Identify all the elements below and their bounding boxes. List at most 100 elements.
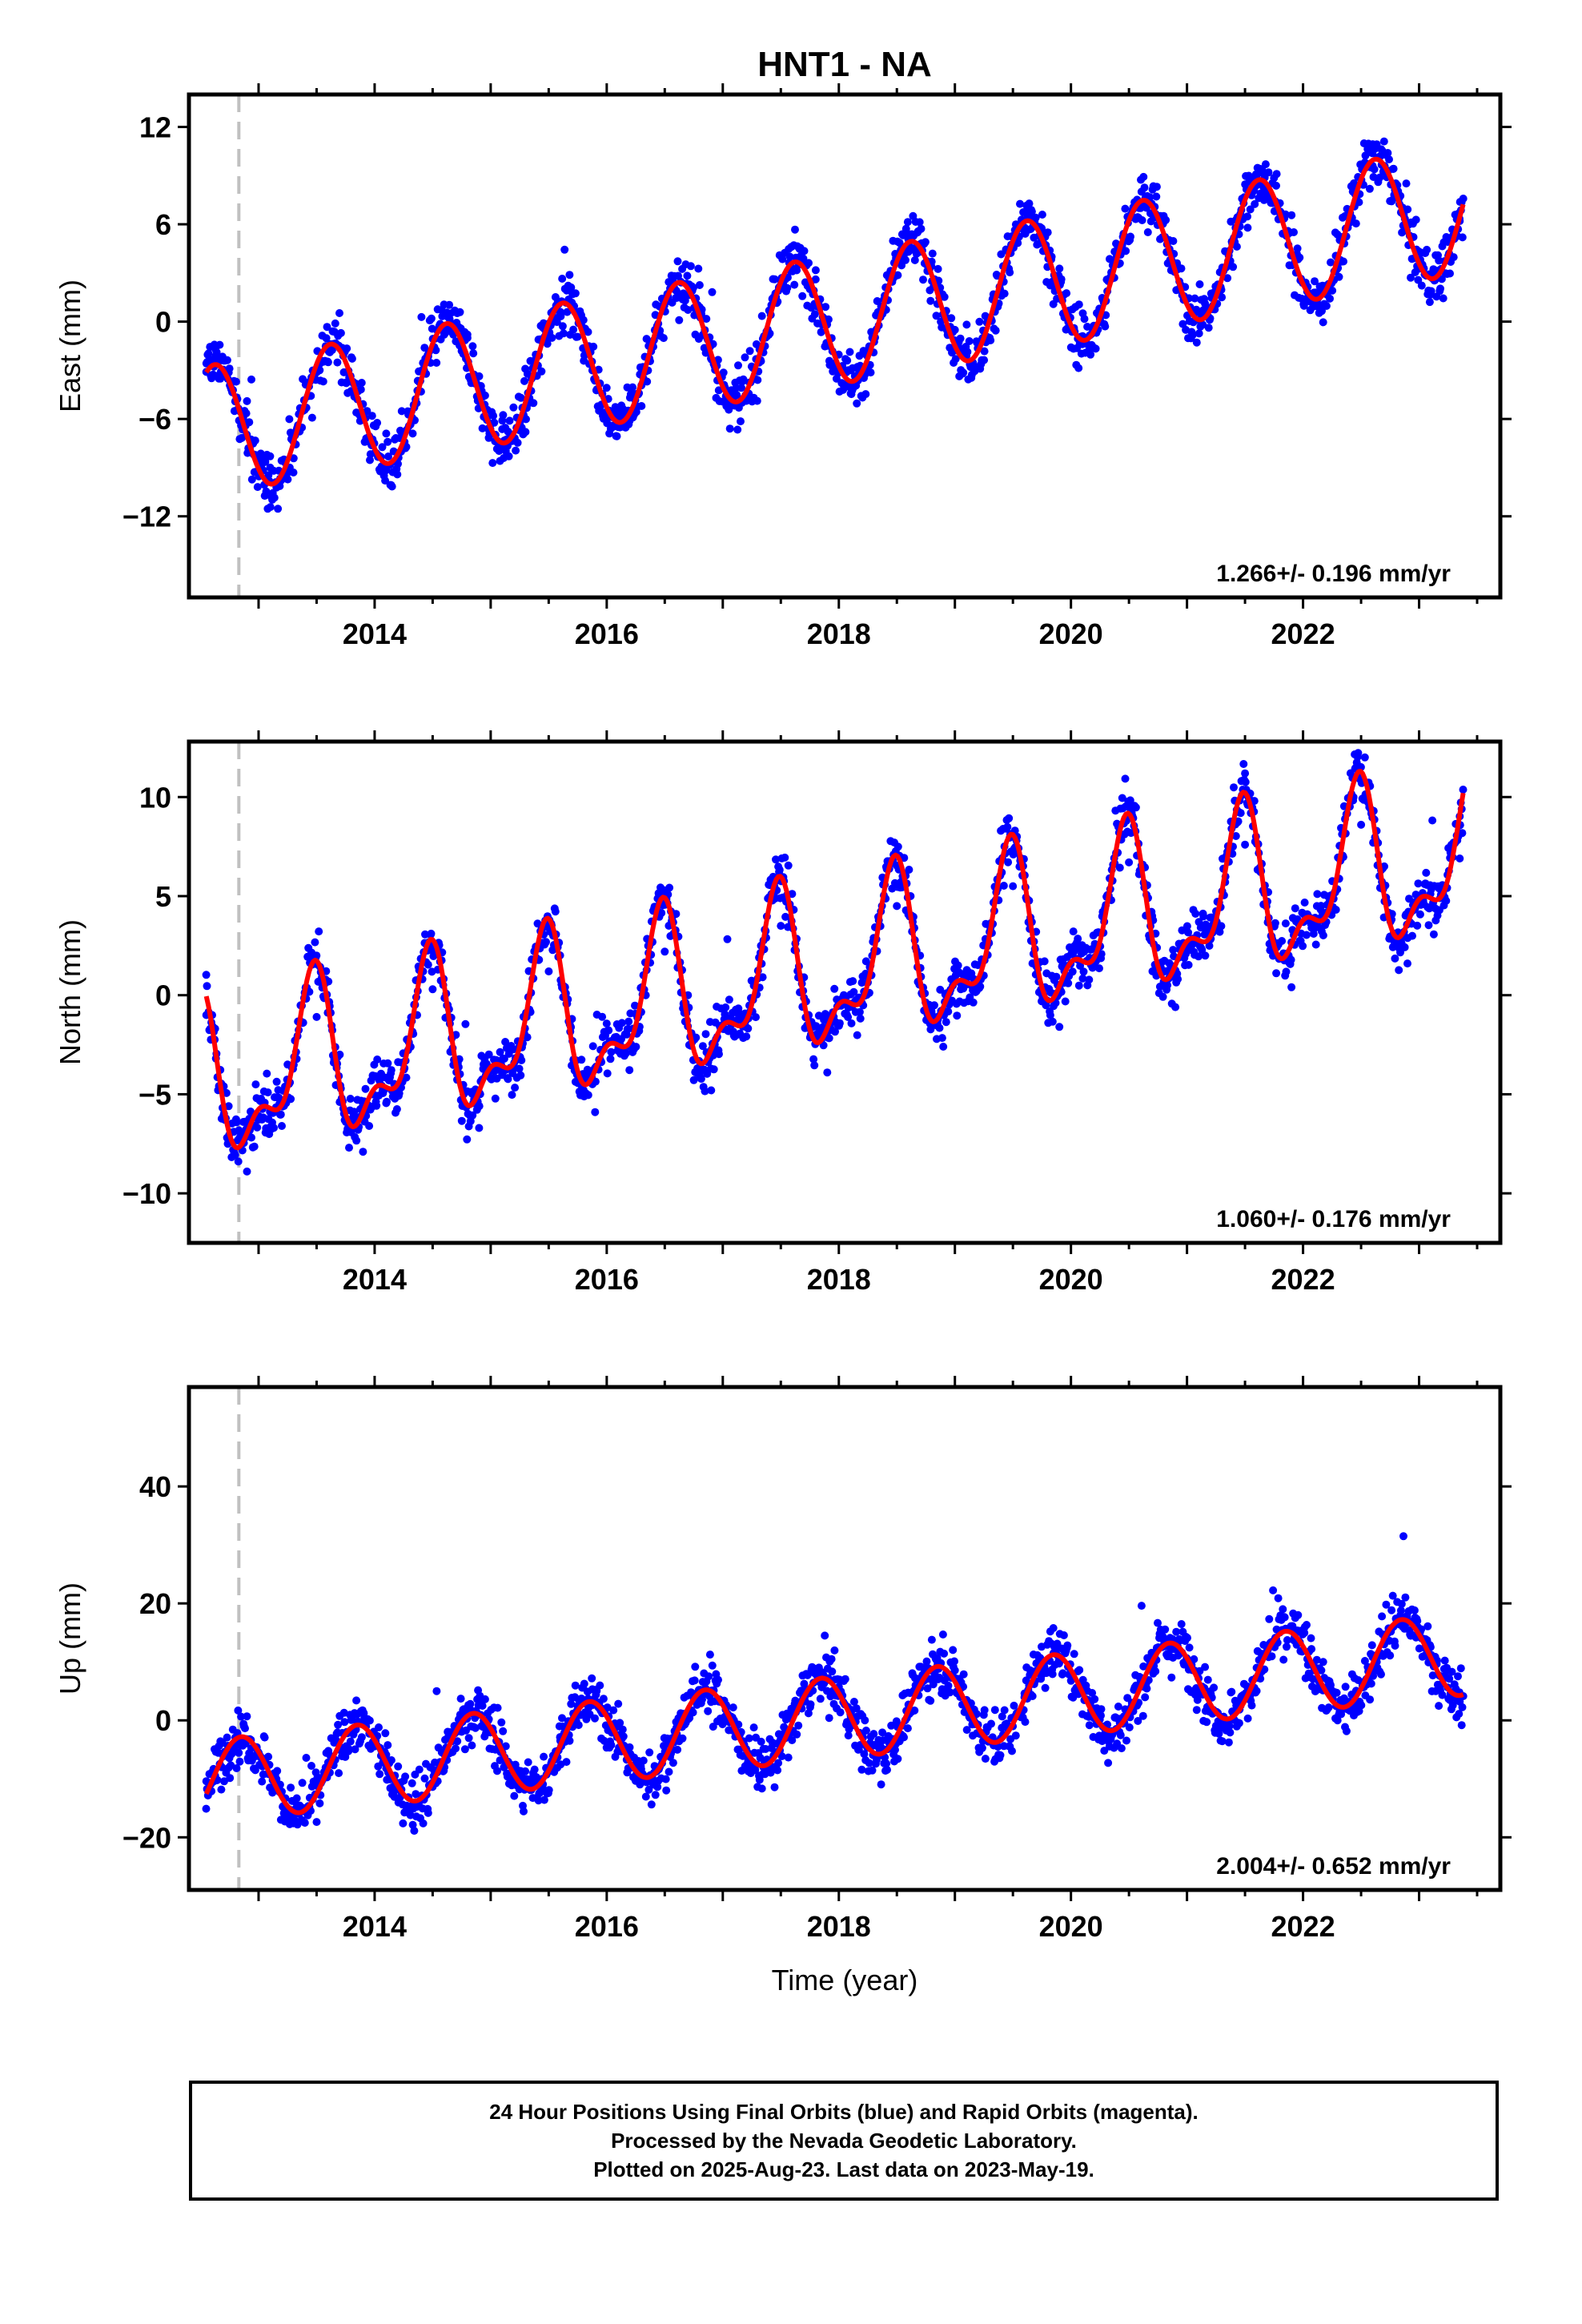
east-series-point: [986, 333, 994, 342]
north-data-point: [251, 1080, 260, 1089]
east-data-point: [790, 280, 799, 289]
up-data-point: [938, 1630, 947, 1638]
up-data-point: [1028, 1692, 1037, 1700]
up-data-point: [821, 1631, 829, 1640]
north-series-point: [428, 985, 437, 994]
up-data-point: [415, 1765, 424, 1774]
east-series-point: [614, 408, 623, 417]
east-data-point: [204, 349, 213, 358]
north-data-point: [496, 1047, 504, 1056]
east-data-point: [1177, 264, 1186, 273]
east-data-point: [800, 247, 809, 255]
north-series-point: [1125, 858, 1134, 866]
up-data-point: [774, 1759, 783, 1767]
up-data-point: [510, 1791, 519, 1800]
up-data-point: [868, 1766, 877, 1775]
up-data-point: [887, 1721, 896, 1730]
up-data-point: [540, 1795, 548, 1804]
up-data-point: [1104, 1759, 1113, 1767]
north-data-point: [1158, 992, 1167, 1001]
east-data-point: [1339, 257, 1347, 266]
up-data-point: [381, 1729, 390, 1738]
north-data-point: [1400, 943, 1409, 951]
up-data-point: [351, 1745, 359, 1754]
north-data-point: [1097, 950, 1106, 959]
east-data-point: [384, 452, 392, 460]
east-data-point: [940, 292, 949, 301]
up-data-point: [704, 1707, 713, 1715]
east-data-point: [1326, 294, 1334, 303]
north-y-axis-label: North (mm): [54, 919, 86, 1065]
east-data-point: [283, 475, 292, 484]
up-data-point: [689, 1708, 697, 1717]
north-data-point: [1121, 774, 1130, 783]
north-series-point: [1456, 854, 1464, 862]
up-data-point: [777, 1752, 786, 1760]
up-data-point: [1063, 1641, 1072, 1650]
up-data-point: [618, 1725, 627, 1734]
north-data-point: [511, 1084, 520, 1092]
east-data-point: [1038, 211, 1046, 219]
up-data-point: [825, 1714, 833, 1723]
east-data-point: [734, 361, 742, 370]
east-series-point: [347, 353, 355, 362]
up-data-point: [468, 1741, 476, 1750]
north-series-point: [1171, 1003, 1180, 1011]
north-data-point: [1241, 769, 1250, 778]
east-data-point: [489, 412, 498, 420]
east-data-point: [719, 368, 728, 377]
up-data-point: [603, 1703, 612, 1712]
up-data-point: [996, 1751, 1005, 1759]
up-data-point: [1151, 1667, 1160, 1675]
up-data-point: [307, 1762, 315, 1770]
east-data-point: [673, 257, 682, 266]
up-data-point: [217, 1785, 226, 1794]
north-data-point: [287, 1095, 295, 1104]
east-y-tick-label: −12: [122, 501, 171, 533]
north-data-point: [969, 998, 978, 1007]
north-series-point: [707, 1086, 716, 1095]
north-data-point: [315, 927, 323, 936]
north-data-point: [1236, 809, 1245, 818]
east-data-point: [445, 300, 454, 309]
east-data-point: [1379, 137, 1388, 146]
east-data-point: [1375, 173, 1384, 182]
east-x-tick-label: 2016: [575, 617, 639, 650]
up-data-point: [588, 1674, 596, 1683]
east-series-point: [219, 356, 228, 365]
north-data-point: [372, 1101, 381, 1110]
north-series-point: [312, 1012, 321, 1021]
north-data-point: [1199, 912, 1208, 921]
north-series-point: [1241, 840, 1250, 849]
up-data-point: [959, 1670, 968, 1679]
north-data-point: [591, 1077, 600, 1086]
east-data-point: [1006, 268, 1014, 277]
north-data-point: [253, 1123, 262, 1132]
east-data-point: [934, 264, 942, 273]
east-data-point: [270, 493, 279, 502]
up-data-point: [1075, 1666, 1084, 1675]
up-data-point: [998, 1712, 1006, 1721]
up-data-point: [950, 1657, 958, 1666]
up-data-point: [841, 1675, 849, 1683]
east-data-point: [1458, 233, 1467, 242]
east-data-point: [1261, 160, 1270, 169]
north-data-point: [346, 1095, 355, 1103]
up-data-point: [471, 1723, 480, 1732]
north-data-point: [853, 1031, 861, 1039]
up-data-point: [1011, 1731, 1020, 1740]
east-data-point: [417, 312, 426, 321]
east-data-point: [242, 409, 251, 418]
east-series-point: [498, 416, 507, 425]
north-data-point: [383, 1097, 391, 1106]
east-data-point: [1290, 228, 1298, 236]
east-data-point: [694, 264, 703, 273]
up-data-point: [830, 1646, 839, 1655]
east-series-point: [846, 366, 855, 375]
north-data-point: [402, 1073, 411, 1082]
east-series-point: [637, 402, 646, 410]
east-y-tick-label: 6: [155, 208, 171, 241]
east-series-point: [753, 376, 762, 384]
north-data-point: [624, 1017, 633, 1026]
up-data-point: [352, 1696, 361, 1705]
